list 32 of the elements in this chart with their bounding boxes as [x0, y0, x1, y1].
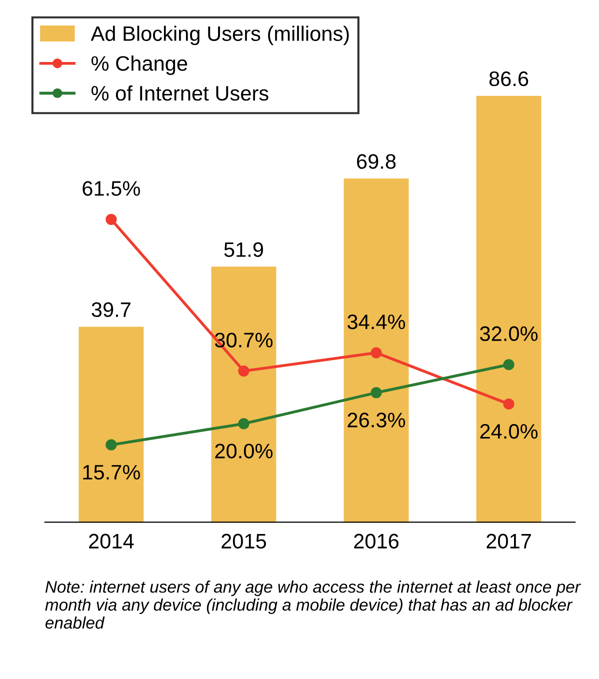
data-label: 39.7: [92, 302, 130, 318]
x-tick-label: 2015: [222, 534, 266, 549]
data-label: 34.4%: [348, 314, 406, 330]
text: Note: internet users of any age who access the internet at least once per month via any device (including a mobile device) that has an ad blocker enabled: [45, 580, 581, 629]
x-tick-label: 2017: [486, 534, 531, 549]
point: [238, 365, 250, 377]
data-label: 26.3%: [348, 412, 406, 428]
data-label: 30.7%: [214, 332, 273, 348]
bar: [476, 96, 542, 522]
point: [370, 347, 382, 358]
data-label: 86.6: [489, 71, 528, 86]
x-tick-label: 2016: [354, 534, 399, 549]
point: [503, 398, 514, 410]
data-label: 69.8: [357, 154, 396, 169]
data-label: 24.0%: [480, 424, 538, 439]
point: [370, 387, 382, 398]
legend-label: % of Internet Users: [92, 85, 268, 101]
point: [106, 214, 117, 225]
bar: [344, 178, 409, 522]
point: [503, 359, 514, 370]
x-tick-label: 2014: [89, 534, 134, 549]
point: [238, 418, 250, 430]
data-label: 51.9: [224, 242, 264, 257]
legend-label: % Change: [92, 56, 188, 75]
bar: [78, 326, 144, 522]
data-label: 20.0%: [215, 444, 273, 458]
data-label: 15.7%: [83, 464, 140, 480]
data-label: 32.0%: [480, 326, 538, 342]
data-label: 61.5%: [82, 181, 140, 196]
bar: [211, 266, 276, 522]
point: [106, 439, 117, 450]
legend-label: Ad Blocking Users (millions): [90, 26, 349, 46]
